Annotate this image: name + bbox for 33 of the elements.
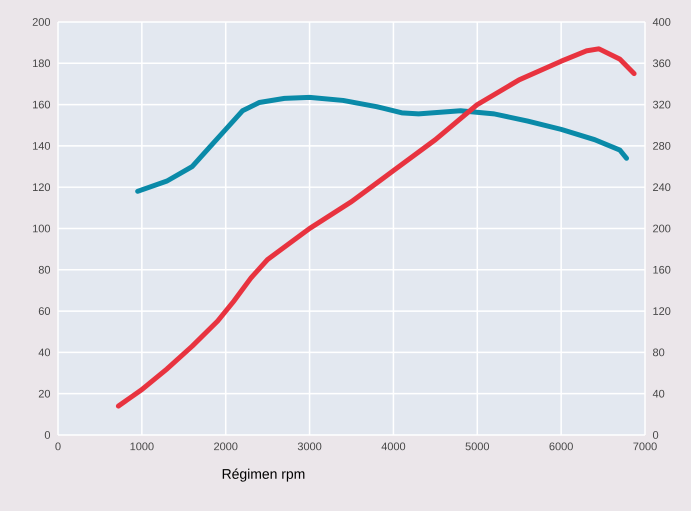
y-tick-label: 200 xyxy=(32,18,50,26)
y2-tick-label: 400 xyxy=(652,18,670,26)
y2-tick-label: 80 xyxy=(653,348,664,356)
y2-tick-label: 360 xyxy=(652,59,670,68)
y-tick-label: 180 xyxy=(33,59,50,68)
y-tick-label: 160 xyxy=(33,100,50,108)
x-tick-label: 7000 xyxy=(633,442,657,450)
x-tick-label: 5000 xyxy=(466,442,490,450)
x-tick-label: 1000 xyxy=(130,442,154,450)
line-series xyxy=(116,46,637,409)
y-tick-label: 60 xyxy=(38,307,50,315)
x-tick-label: 3000 xyxy=(298,442,322,450)
y2-tick-label: 160 xyxy=(653,266,670,274)
y-tick-label: 80 xyxy=(38,266,50,274)
y2-tick-label: 120 xyxy=(653,307,670,315)
y-tick-label: 140 xyxy=(33,142,50,150)
x-tick-label: 4000 xyxy=(381,442,406,450)
y-tick-label: 20 xyxy=(38,390,50,398)
y2-tick-label: 280 xyxy=(653,142,670,150)
y-tick-label: 100 xyxy=(33,224,50,232)
y-tick-label: 120 xyxy=(33,183,50,192)
y-tick-label: 40 xyxy=(38,348,50,356)
y2-tick-label: 0 xyxy=(652,431,658,439)
x-tick-label: 0 xyxy=(55,442,61,450)
x-tick-label: 2000 xyxy=(214,442,238,450)
x-axis-title: Régimen rpm xyxy=(222,468,304,482)
x-tick-label: 6000 xyxy=(550,442,573,450)
y2-tick-label: 40 xyxy=(652,390,664,398)
line-series xyxy=(135,94,630,194)
y2-tick-label: 320 xyxy=(652,100,670,108)
y2-tick-label: 200 xyxy=(653,224,670,232)
y2-tick-label: 240 xyxy=(653,183,670,192)
y-tick-label: 0 xyxy=(44,431,50,439)
